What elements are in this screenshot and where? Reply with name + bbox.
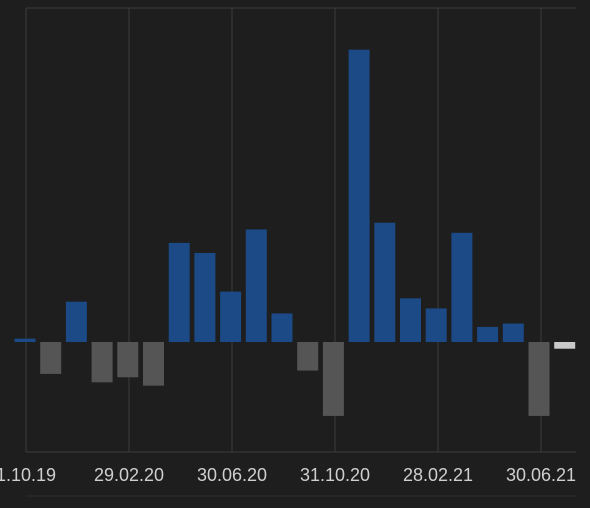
bar-21 — [554, 342, 576, 349]
bar-9 — [245, 229, 267, 342]
bar-16 — [425, 308, 447, 342]
x-tick-label-1: 29.02.20 — [94, 465, 164, 485]
bar-8 — [220, 291, 242, 342]
bar-14 — [374, 222, 396, 342]
bar-13 — [348, 49, 370, 343]
bar-3 — [91, 342, 113, 383]
bar-20 — [528, 342, 550, 416]
x-tick-label-4: 28.02.21 — [403, 465, 473, 485]
bar-4 — [117, 342, 139, 378]
bar-5 — [143, 342, 164, 386]
bar-2 — [65, 301, 87, 342]
bar-7 — [194, 252, 216, 342]
bar-15 — [400, 298, 421, 342]
bar-19 — [502, 323, 524, 342]
x-tick-label-5: 30.06.21 — [506, 465, 576, 485]
bar-0 — [14, 338, 36, 342]
x-tick-label-3: 31.10.20 — [300, 465, 370, 485]
bar-18 — [477, 326, 499, 342]
bar-12 — [322, 342, 344, 416]
x-tick-label-2: 30.06.20 — [197, 465, 267, 485]
bar-17 — [451, 232, 473, 342]
bar-11 — [297, 342, 319, 371]
bar-1 — [40, 342, 62, 374]
bar-10 — [271, 313, 293, 342]
bar-6 — [168, 242, 190, 342]
x-tick-label-0: 1.10.19 — [0, 465, 56, 485]
